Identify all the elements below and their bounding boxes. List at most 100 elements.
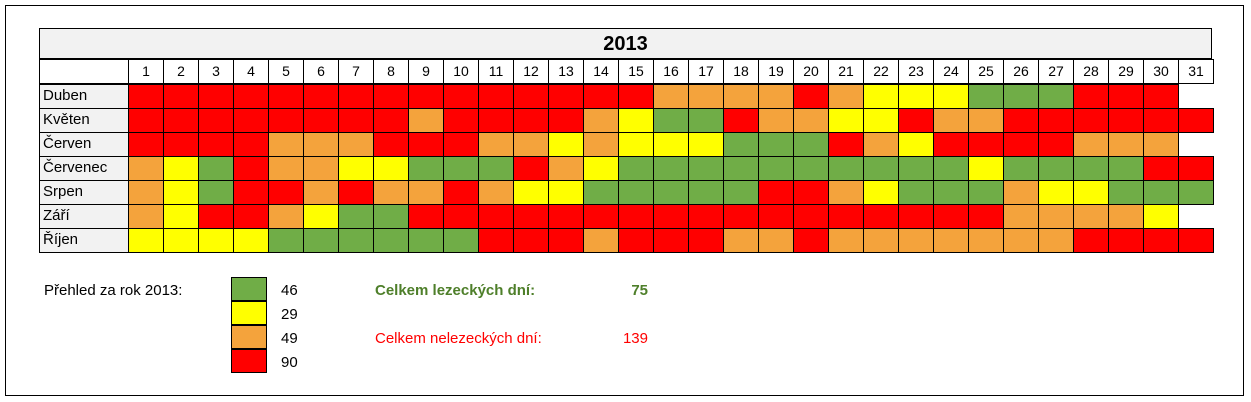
day-cell (1108, 108, 1144, 133)
day-cell (968, 180, 1004, 205)
day-cell (723, 108, 759, 133)
day-cell (1143, 156, 1179, 181)
day-cell (1038, 132, 1074, 157)
day-header: 28 (1073, 59, 1109, 84)
day-cell (653, 108, 689, 133)
day-header: 23 (898, 59, 934, 84)
day-cell (583, 180, 619, 205)
day-cell (1038, 204, 1074, 229)
day-cell (233, 180, 269, 205)
day-cell (688, 228, 724, 253)
day-cell (408, 204, 444, 229)
day-cell (1003, 84, 1039, 109)
day-cell (373, 156, 409, 181)
day-header: 16 (653, 59, 689, 84)
day-cell (1178, 180, 1214, 205)
day-cell (443, 108, 479, 133)
day-cell (233, 108, 269, 133)
day-cell (513, 156, 549, 181)
day-cell (618, 84, 654, 109)
day-cell (548, 228, 584, 253)
day-cell (828, 228, 864, 253)
day-cell (268, 132, 304, 157)
day-header: 13 (548, 59, 584, 84)
year-title: 2013 (39, 28, 1212, 59)
day-cell (128, 204, 164, 229)
day-header: 22 (863, 59, 899, 84)
day-cell (373, 84, 409, 109)
day-cell (583, 84, 619, 109)
day-cell (933, 204, 969, 229)
day-cell (758, 156, 794, 181)
day-cell (373, 228, 409, 253)
day-cell (583, 228, 619, 253)
day-cell (408, 156, 444, 181)
legend-swatch (231, 349, 267, 373)
day-cell (1003, 180, 1039, 205)
day-cell (303, 108, 339, 133)
day-header: 5 (268, 59, 304, 84)
day-cell (548, 132, 584, 157)
day-cell (1108, 84, 1144, 109)
day-header: 27 (1038, 59, 1074, 84)
day-header: 30 (1143, 59, 1179, 84)
legend-count: 29 (281, 306, 298, 323)
day-header: 7 (338, 59, 374, 84)
day-cell (408, 228, 444, 253)
day-cell (478, 156, 514, 181)
day-cell (863, 156, 899, 181)
day-cell (583, 132, 619, 157)
day-cell (653, 204, 689, 229)
day-cell (1003, 228, 1039, 253)
day-cell (1178, 108, 1214, 133)
day-cell (968, 132, 1004, 157)
legend-count: 90 (281, 354, 298, 371)
day-cell (688, 180, 724, 205)
day-cell (163, 84, 199, 109)
day-cell (163, 204, 199, 229)
day-cell (548, 180, 584, 205)
day-cell (618, 132, 654, 157)
month-label: Říjen (39, 228, 129, 253)
day-cell (128, 228, 164, 253)
month-label: Srpen (39, 180, 129, 205)
day-cell (478, 84, 514, 109)
day-cell (443, 156, 479, 181)
day-cell (618, 108, 654, 133)
day-cell (793, 108, 829, 133)
day-cell (1038, 228, 1074, 253)
day-cell (303, 156, 339, 181)
day-cell (513, 228, 549, 253)
day-header: 2 (163, 59, 199, 84)
day-cell (863, 180, 899, 205)
day-cell (1073, 84, 1109, 109)
day-cell (268, 156, 304, 181)
day-cell (1073, 228, 1109, 253)
day-cell (758, 108, 794, 133)
day-header: 11 (478, 59, 514, 84)
day-cell (443, 204, 479, 229)
day-cell (863, 132, 899, 157)
day-cell (513, 84, 549, 109)
day-cell (128, 108, 164, 133)
day-cell (1143, 228, 1179, 253)
day-cell (1108, 228, 1144, 253)
header-corner (39, 59, 129, 84)
day-cell (1038, 156, 1074, 181)
day-cell (933, 84, 969, 109)
day-cell (478, 204, 514, 229)
day-cell (373, 132, 409, 157)
day-cell (443, 132, 479, 157)
climbing-days-value: 75 (631, 282, 648, 299)
summary-label: Přehled za rok 2013: (44, 282, 183, 299)
day-cell (373, 180, 409, 205)
day-cell (758, 84, 794, 109)
day-cell (1003, 204, 1039, 229)
day-header: 1 (128, 59, 164, 84)
day-cell (933, 228, 969, 253)
day-header: 14 (583, 59, 619, 84)
day-cell (688, 156, 724, 181)
day-cell (653, 180, 689, 205)
day-cell (583, 204, 619, 229)
day-cell (583, 156, 619, 181)
